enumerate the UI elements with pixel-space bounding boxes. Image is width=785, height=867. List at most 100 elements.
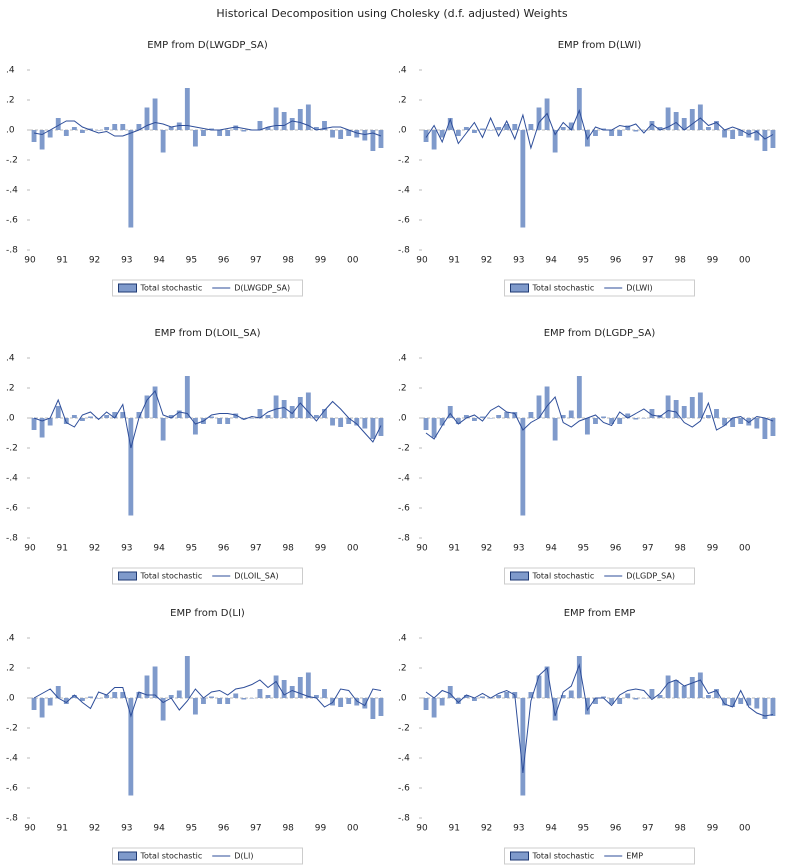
bar (370, 418, 375, 439)
series-line (426, 111, 773, 149)
bar (80, 130, 85, 133)
panel-title: EMP from D(LOIL_SA) (154, 328, 260, 339)
bar (249, 698, 254, 699)
bar (432, 130, 437, 150)
bar (306, 673, 311, 699)
bar (298, 109, 303, 130)
x-tick-label: 99 (315, 824, 327, 834)
bar (529, 412, 534, 418)
bar (161, 130, 166, 153)
bar (241, 130, 246, 132)
bar (762, 130, 767, 151)
legend-swatch (119, 852, 137, 860)
bar (545, 667, 550, 699)
x-tick-label: 95 (578, 544, 589, 554)
x-tick-label: 00 (347, 824, 359, 834)
bar (504, 412, 509, 418)
bar (72, 415, 77, 418)
x-tick-label: 93 (513, 824, 524, 834)
y-tick-label: .4 (6, 66, 15, 76)
x-tick-label: 99 (707, 824, 719, 834)
bar (480, 129, 485, 131)
panel-title: EMP from EMP (564, 608, 636, 619)
y-tick-label: .4 (6, 354, 15, 364)
bar (338, 130, 343, 139)
bar (738, 418, 743, 424)
x-tick-label: 90 (416, 544, 428, 554)
bar (504, 692, 509, 698)
x-tick-label: 94 (153, 256, 165, 266)
bar (658, 695, 663, 698)
bar (762, 418, 767, 439)
y-tick-label: -.6 (6, 216, 18, 226)
bar (314, 415, 319, 418)
x-tick-label: 91 (57, 256, 68, 266)
x-tick-label: 92 (89, 824, 100, 834)
bar (32, 698, 37, 710)
x-tick-label: 95 (578, 256, 589, 266)
bar (512, 124, 517, 130)
bar (56, 406, 61, 418)
bar (488, 130, 493, 131)
bar (682, 406, 687, 418)
bar (120, 124, 125, 130)
bar (80, 418, 85, 421)
bar (370, 698, 375, 719)
y-tick-label: .0 (6, 414, 15, 424)
legend-swatch (119, 572, 137, 580)
bar (706, 127, 711, 130)
bar (153, 99, 158, 131)
x-tick-label: 95 (186, 544, 197, 554)
x-tick-label: 97 (250, 256, 261, 266)
x-tick-label: 93 (121, 544, 132, 554)
x-tick-label: 94 (545, 256, 557, 266)
bar (633, 418, 638, 420)
bar (706, 695, 711, 698)
x-tick-label: 92 (89, 256, 100, 266)
legend-swatch (511, 572, 529, 580)
bar (338, 418, 343, 427)
y-tick-label: -.2 (398, 156, 410, 166)
x-tick-label: 00 (739, 256, 751, 266)
y-tick-label: -.8 (6, 246, 18, 256)
y-tick-label: -.2 (6, 444, 18, 454)
x-tick-label: 93 (513, 544, 524, 554)
x-tick-label: 98 (674, 544, 686, 554)
legend-label: EMP (626, 852, 643, 861)
y-tick-label: .0 (398, 694, 407, 704)
bar (128, 130, 133, 228)
bar (346, 698, 351, 704)
x-tick-label: 99 (707, 256, 719, 266)
bar (633, 698, 638, 700)
y-tick-label: -.8 (6, 814, 18, 824)
x-tick-label: 90 (24, 544, 36, 554)
bar (112, 124, 117, 130)
bar (529, 124, 534, 130)
x-tick-label: 93 (121, 824, 132, 834)
bar (593, 418, 598, 424)
bar (674, 112, 679, 130)
bar (249, 418, 254, 419)
bar (625, 694, 630, 699)
y-tick-label: -.4 (398, 754, 410, 764)
bar (225, 698, 230, 704)
bar (217, 130, 222, 136)
bar (722, 130, 727, 138)
legend-label: Total stochastic (140, 572, 203, 581)
bar (233, 694, 238, 699)
bar (128, 418, 133, 516)
bar (258, 689, 263, 698)
bar (448, 686, 453, 698)
x-tick-label: 00 (739, 824, 751, 834)
x-tick-label: 91 (57, 544, 68, 554)
bar (274, 396, 279, 419)
x-tick-label: 92 (89, 544, 100, 554)
x-tick-label: 91 (449, 544, 460, 554)
bar (274, 108, 279, 131)
y-tick-label: -.2 (6, 724, 18, 734)
bar (193, 130, 198, 147)
legend-label: D(LI) (234, 852, 253, 861)
y-tick-label: -.6 (398, 504, 410, 514)
bar (322, 689, 327, 698)
bar (201, 698, 206, 704)
